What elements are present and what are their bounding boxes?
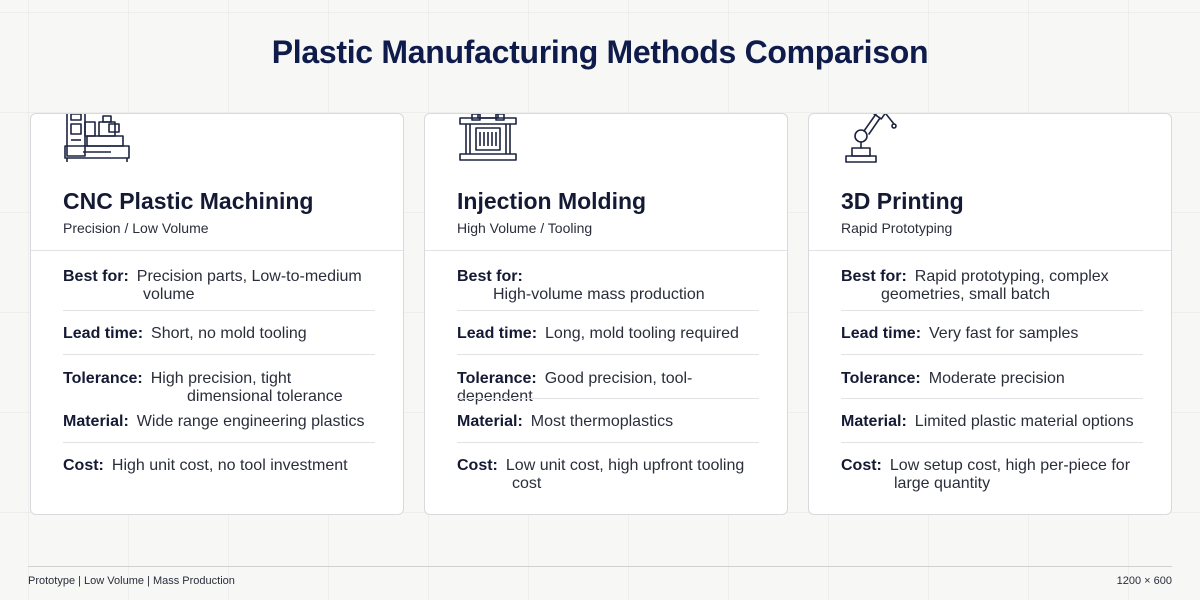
row-label: Best for: — [63, 268, 129, 285]
divider — [457, 398, 759, 399]
injection-press-icon — [458, 99, 526, 164]
divider — [457, 354, 759, 355]
row-value: Most thermoplastics — [530, 413, 674, 430]
row-lead-time: Lead time: Long, mold tooling required — [457, 325, 759, 343]
row-value: Limited plastic material options — [914, 413, 1134, 430]
card-subtitle: High Volume / Tooling — [457, 220, 593, 236]
divider — [841, 398, 1143, 399]
row-cost: Cost: Low setup cost, high per-piece for … — [841, 457, 1143, 493]
row-value: Moderate precision — [928, 370, 1065, 387]
row-label: Lead time: — [63, 325, 144, 342]
row-value: Short, no mold tooling — [151, 325, 307, 342]
row-tolerance: Tolerance: High precision, tight dimensio… — [63, 370, 375, 406]
divider — [809, 250, 1171, 251]
row-label: Material: — [63, 413, 129, 430]
card-title: 3D Printing — [841, 188, 964, 214]
row-value: Long, mold tooling required — [545, 325, 739, 342]
row-value-cont: geometries, small batch — [881, 286, 1050, 303]
row-value-cont: cost — [512, 475, 542, 492]
row-best-for: Best for: Rapid prototyping, complex geom… — [841, 268, 1143, 304]
3d-printer-arm-icon — [842, 99, 910, 164]
footer-dimensions: 1200 × 600 — [1116, 575, 1172, 587]
row-material: Material: Most thermoplastics — [457, 413, 759, 431]
row-label: Material: — [457, 413, 523, 430]
card-injection-molding: Injection Molding High Volume / Tooling … — [424, 99, 788, 515]
divider — [63, 354, 375, 355]
row-tolerance: Tolerance: Moderate precision — [841, 370, 1143, 388]
row-material: Material: Limited plastic material option… — [841, 413, 1143, 431]
row-label: Best for: — [457, 268, 523, 285]
row-label: Cost: — [63, 457, 104, 474]
card-title: Injection Molding — [457, 188, 647, 214]
row-cost: Cost: High unit cost, no tool investment — [63, 457, 375, 475]
row-label: Tolerance: — [841, 370, 921, 387]
row-value-cont: volume — [143, 286, 195, 303]
divider — [425, 250, 787, 251]
row-best-for: Best for: High-volume mass production — [457, 268, 759, 304]
divider — [31, 250, 403, 251]
row-value: Low setup cost, high per-piece for — [889, 457, 1131, 474]
row-label: Lead time: — [457, 325, 538, 342]
row-value-cont: High-volume mass production — [493, 286, 705, 303]
footer-caption: Prototype | Low Volume | Mass Production — [28, 575, 235, 587]
divider — [457, 310, 759, 311]
card-subtitle: Precision / Low Volume — [63, 220, 209, 236]
row-value-cont: dimensional tolerance — [187, 388, 343, 405]
page-title: Plastic Manufacturing Methods Comparison — [271, 34, 929, 70]
row-value: Wide range engineering plastics — [136, 413, 365, 430]
row-value: High precision, tight — [150, 370, 292, 387]
row-lead-time: Lead time: Very fast for samples — [841, 325, 1143, 343]
divider — [841, 310, 1143, 311]
row-label: Tolerance: — [63, 370, 143, 387]
row-value: High unit cost, no tool investment — [111, 457, 348, 474]
row-label: Cost: — [457, 457, 498, 474]
row-tolerance: Tolerance: Good precision, tool-dependent — [457, 370, 759, 406]
card-3d-printing: 3D Printing Rapid Prototyping Best for: R… — [808, 99, 1172, 515]
card-title: CNC Plastic Machining — [63, 188, 314, 214]
row-value: Precision parts, Low-to-medium — [136, 268, 362, 285]
card-cnc: CNC Plastic Machining Precision / Low Vo… — [30, 109, 404, 515]
divider — [63, 310, 375, 311]
row-label: Material: — [841, 413, 907, 430]
row-value-cont: large quantity — [894, 475, 991, 492]
divider — [457, 442, 759, 443]
row-lead-time: Lead time: Short, no mold tooling — [63, 325, 375, 343]
cnc-machine-icon — [63, 109, 131, 164]
card-subtitle: Rapid Prototyping — [841, 220, 953, 236]
row-cost: Cost: Low unit cost, high upfront tooling… — [457, 457, 759, 493]
row-value: Low unit cost, high upfront tooling — [505, 457, 745, 474]
row-label: Best for: — [841, 268, 907, 285]
row-best-for: Best for: Precision parts, Low-to-medium … — [63, 268, 375, 304]
row-label: Tolerance: — [457, 370, 537, 387]
row-material: Material: Wide range engineering plastics — [63, 413, 375, 431]
row-value: Rapid prototyping, complex — [914, 268, 1109, 285]
row-label: Cost: — [841, 457, 882, 474]
row-value: Good precision, tool-dependent — [457, 370, 693, 405]
divider — [841, 354, 1143, 355]
divider — [841, 442, 1143, 443]
footer-divider — [28, 566, 1172, 567]
row-value: Very fast for samples — [929, 325, 1079, 342]
divider — [63, 442, 375, 443]
row-label: Lead time: — [841, 325, 922, 342]
